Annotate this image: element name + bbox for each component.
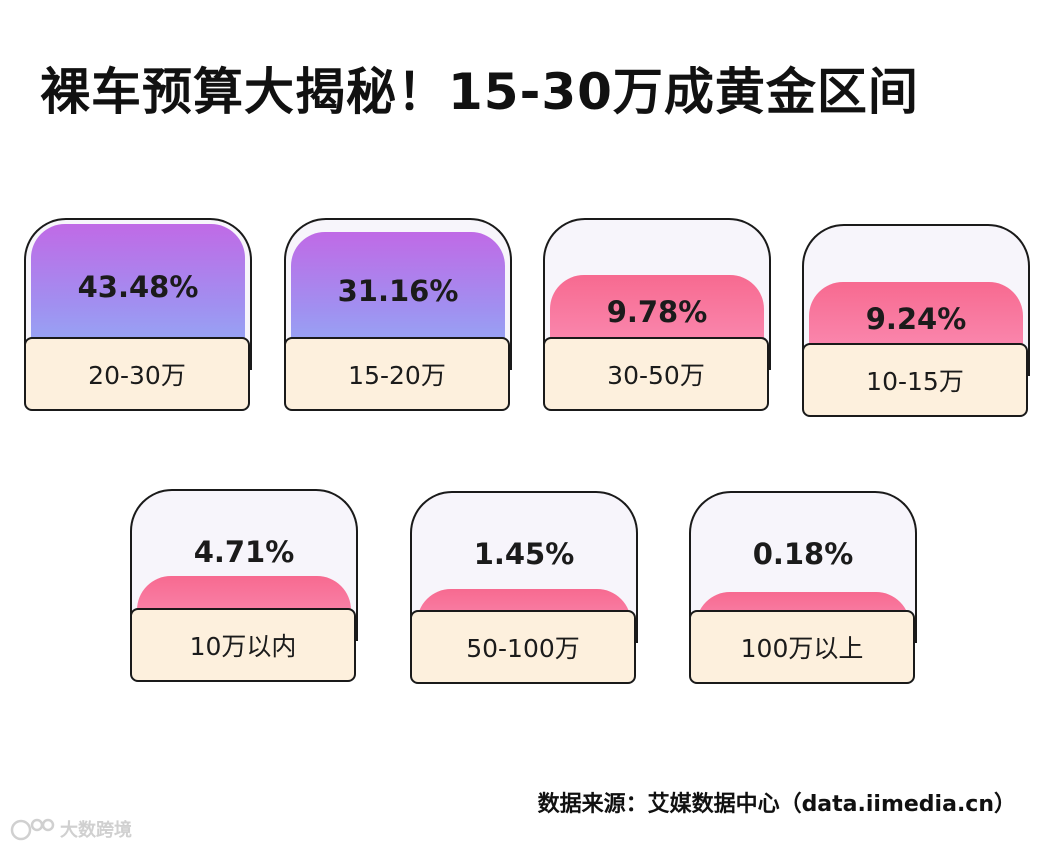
watermark-text: 大数跨境 [60, 820, 132, 841]
data-source: 数据来源：艾媒数据中心（data.iimedia.cn） [537, 792, 1016, 817]
category-label: 100万以上 [689, 610, 915, 684]
bar-card: 31.16% 15-20万 [284, 218, 512, 411]
data-label: 1.45% [473, 537, 575, 571]
data-label: 4.71% [193, 535, 295, 569]
data-label: 43.48% [77, 270, 199, 304]
bar-card: 1.45% 50-100万 [410, 491, 638, 684]
category-label: 10-15万 [802, 343, 1028, 417]
bar-card: 0.18% 100万以上 [689, 491, 917, 684]
category-label: 10万以内 [130, 608, 356, 682]
data-label: 9.24% [865, 301, 967, 336]
category-label: 20-30万 [24, 337, 250, 411]
watermark-logo-icon [10, 818, 55, 841]
data-label: 9.78% [606, 295, 708, 330]
watermark: 大数跨境 [10, 816, 132, 842]
category-label: 30-50万 [543, 337, 769, 411]
bar-card: 9.24% 10-15万 [802, 224, 1030, 417]
bar-card: 43.48% 20-30万 [24, 218, 252, 411]
data-label: 31.16% [337, 274, 459, 308]
category-label: 50-100万 [410, 610, 636, 684]
category-label: 15-20万 [284, 337, 510, 411]
bar-card: 9.78% 30-50万 [543, 218, 771, 411]
chart-title: 裸车预算大揭秘！15-30万成黄金区间 [40, 63, 919, 121]
bar-card: 4.71% 10万以内 [130, 489, 358, 682]
data-label: 0.18% [752, 537, 854, 571]
